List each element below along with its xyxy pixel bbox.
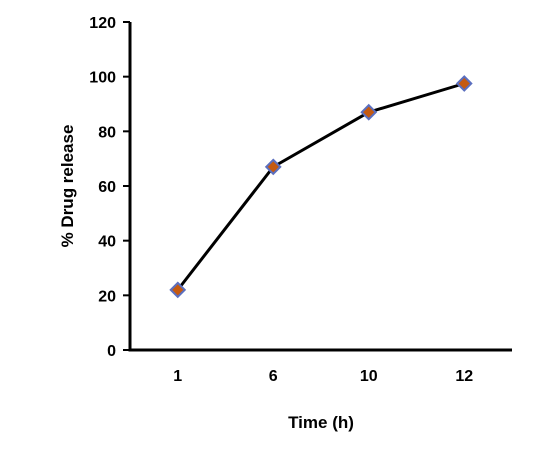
data-point-marker (455, 75, 473, 92)
x-tick-label: 1 (173, 368, 182, 385)
data-point-marker (169, 281, 187, 299)
x-tick-group: 1 6 10 12 (173, 368, 473, 385)
y-tick-group: 0 20 40 60 80 100 120 (89, 15, 130, 360)
x-tick-label: 10 (360, 368, 378, 385)
y-tick-label: 40 (98, 234, 116, 251)
x-axis-title: Time (h) (288, 413, 354, 432)
y-tick-label: 120 (89, 15, 116, 32)
data-point-marker (360, 103, 378, 121)
y-tick-label: 80 (98, 124, 116, 141)
y-tick-label: 60 (98, 179, 116, 196)
series-line (176, 82, 465, 291)
data-point-marker (264, 158, 282, 176)
y-tick-label: 0 (107, 343, 116, 360)
y-axis-title: % Drug release (58, 125, 77, 248)
x-tick-label: 12 (455, 368, 473, 385)
series-layer (169, 75, 473, 299)
y-tick-label: 20 (98, 288, 116, 305)
x-tick-label: 6 (269, 368, 278, 385)
y-tick-label: 100 (89, 70, 116, 87)
